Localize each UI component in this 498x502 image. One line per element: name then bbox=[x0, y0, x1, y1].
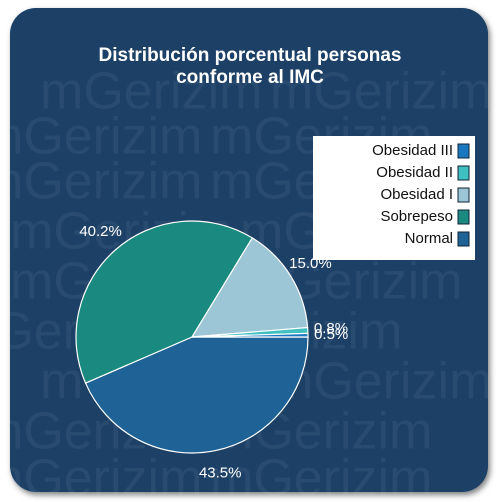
legend-swatch bbox=[457, 231, 470, 247]
legend-label: Obesidad II bbox=[376, 164, 453, 181]
chart-title: Distribución porcentual personas bbox=[99, 45, 402, 66]
value-label: 0.5% bbox=[314, 326, 348, 343]
pie-slice bbox=[191, 332, 309, 338]
pie-slice bbox=[84, 336, 309, 454]
value-label: 43.5% bbox=[199, 464, 242, 481]
legend-swatch bbox=[457, 209, 470, 225]
legend-swatch bbox=[457, 187, 470, 203]
watermark: mGerizim bbox=[0, 450, 202, 502]
legend-label: Normal bbox=[405, 230, 453, 247]
watermark: mGerizim bbox=[0, 153, 202, 211]
legend-label: Obesidad I bbox=[380, 186, 453, 203]
legend-swatch bbox=[457, 165, 470, 181]
watermark: mGerizim bbox=[40, 63, 262, 121]
legend-label: Obesidad III bbox=[372, 142, 453, 159]
legend-label: Sobrepeso bbox=[380, 208, 453, 225]
legend-box bbox=[313, 136, 475, 260]
chart-title: conforme al IMC bbox=[176, 67, 324, 88]
value-label: 40.2% bbox=[79, 223, 122, 240]
watermark: mGerizim bbox=[210, 450, 432, 502]
watermark: mGerizim bbox=[270, 63, 492, 121]
pie-slice bbox=[190, 237, 309, 338]
value-label: 0.8% bbox=[314, 320, 348, 337]
legend-swatch bbox=[457, 143, 470, 159]
watermark: mGerizim bbox=[0, 108, 202, 166]
watermark: mGerizim bbox=[270, 353, 492, 411]
pie-slice bbox=[75, 220, 254, 384]
